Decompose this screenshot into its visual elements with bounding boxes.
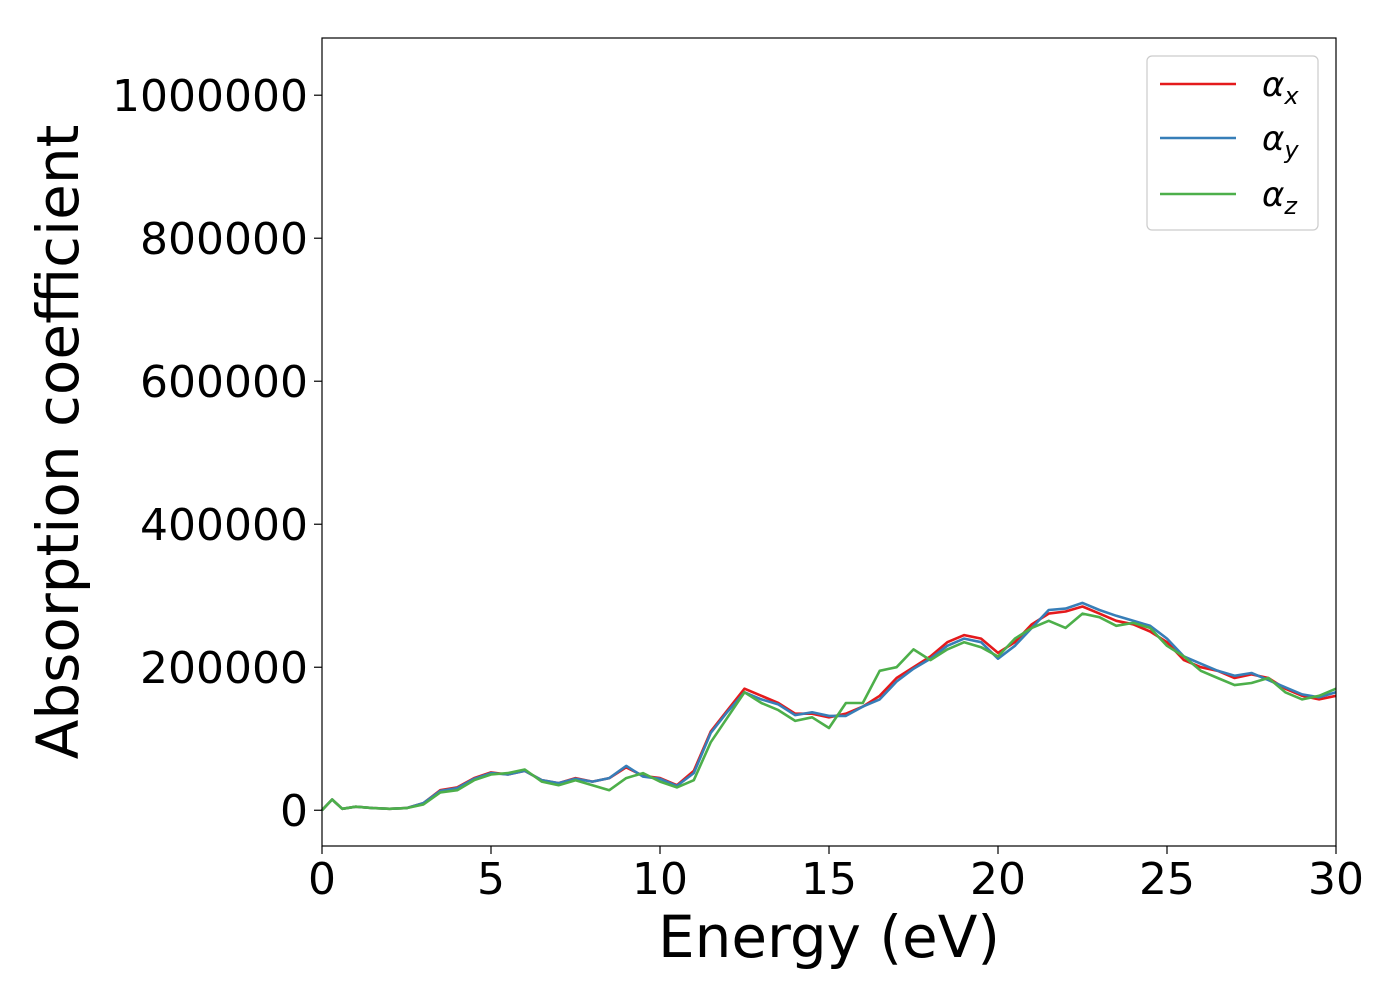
legend-box	[1146, 55, 1319, 231]
legend: αx αy αz	[1146, 55, 1319, 231]
series-line-alpha-y	[321, 601, 1337, 812]
legend-label-alpha-y: αy	[1262, 119, 1299, 164]
x-tick-label: 20	[970, 854, 1026, 905]
y-tick-label: 200000	[140, 643, 308, 694]
x-axis-label: Energy (eV)	[658, 903, 1000, 971]
y-tick-label: 0	[280, 786, 308, 837]
y-tick-label: 1000000	[112, 71, 308, 122]
legend-label-alpha-x: αx	[1262, 65, 1299, 110]
x-tick-label: 30	[1308, 854, 1364, 905]
x-axis-ticks: 0 5 10 15 20 25 30	[308, 846, 1364, 905]
y-tick-label: 800000	[140, 214, 308, 265]
x-tick-label: 10	[632, 854, 688, 905]
y-tick-label: 600000	[140, 357, 308, 408]
y-tick-label: 400000	[140, 500, 308, 551]
y-axis-ticks: 0 200000 400000 600000 800000 1000000	[112, 71, 322, 837]
y-axis-label: Absorption coefficient	[24, 125, 92, 760]
x-tick-label: 15	[801, 854, 857, 905]
series-layer	[321, 601, 1337, 812]
x-tick-label: 0	[308, 854, 336, 905]
series-line-alpha-z	[321, 612, 1337, 812]
legend-label-alpha-z: αz	[1262, 175, 1298, 220]
x-tick-label: 25	[1139, 854, 1195, 905]
x-tick-label: 5	[477, 854, 505, 905]
